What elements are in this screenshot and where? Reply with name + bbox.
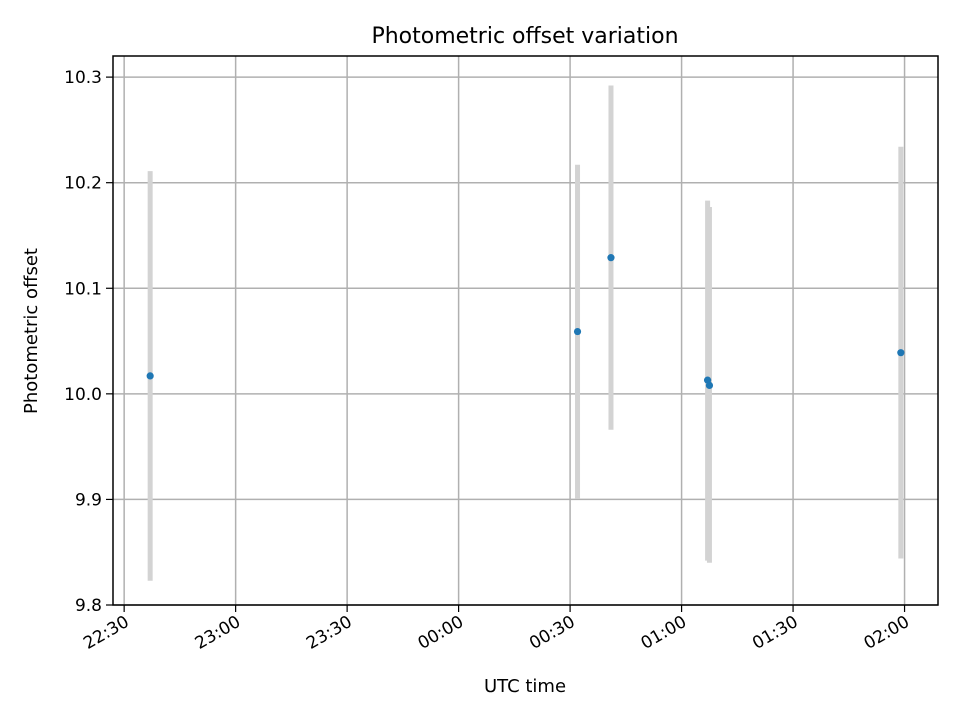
point-layer	[146, 254, 905, 389]
chart-title: Photometric offset variation	[371, 24, 678, 49]
plot-frame	[112, 55, 939, 606]
y-tick-label: 9.8	[75, 596, 102, 616]
y-tick-label: 10.3	[64, 68, 102, 88]
data-point	[607, 254, 615, 262]
data-point	[573, 327, 582, 336]
y-tick-label: 9.9	[75, 490, 102, 510]
grid-layer	[113, 56, 938, 606]
x-axis-label: UTC time	[484, 676, 566, 697]
y-tick-label: 10.1	[64, 279, 102, 299]
data-point	[705, 381, 714, 389]
y-tick-label: 10.2	[64, 174, 102, 194]
y-axis-label: Photometric offset	[21, 248, 42, 414]
data-point	[146, 372, 154, 380]
data-point	[897, 349, 905, 357]
y-tick-label: 10.0	[64, 385, 102, 405]
